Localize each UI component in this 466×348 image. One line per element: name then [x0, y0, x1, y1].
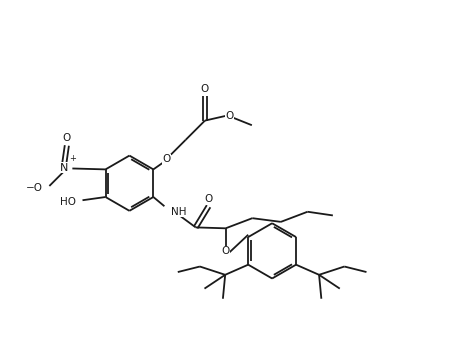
Text: O: O — [221, 246, 230, 256]
Text: O: O — [205, 194, 212, 204]
Text: O: O — [201, 84, 209, 94]
Text: O: O — [63, 133, 71, 143]
Text: −O: −O — [26, 183, 43, 193]
Text: O: O — [226, 111, 234, 121]
Text: HO: HO — [60, 197, 75, 207]
Text: O: O — [162, 154, 171, 164]
Text: N: N — [59, 163, 68, 173]
Text: +: + — [69, 154, 76, 163]
Text: NH: NH — [171, 207, 186, 217]
